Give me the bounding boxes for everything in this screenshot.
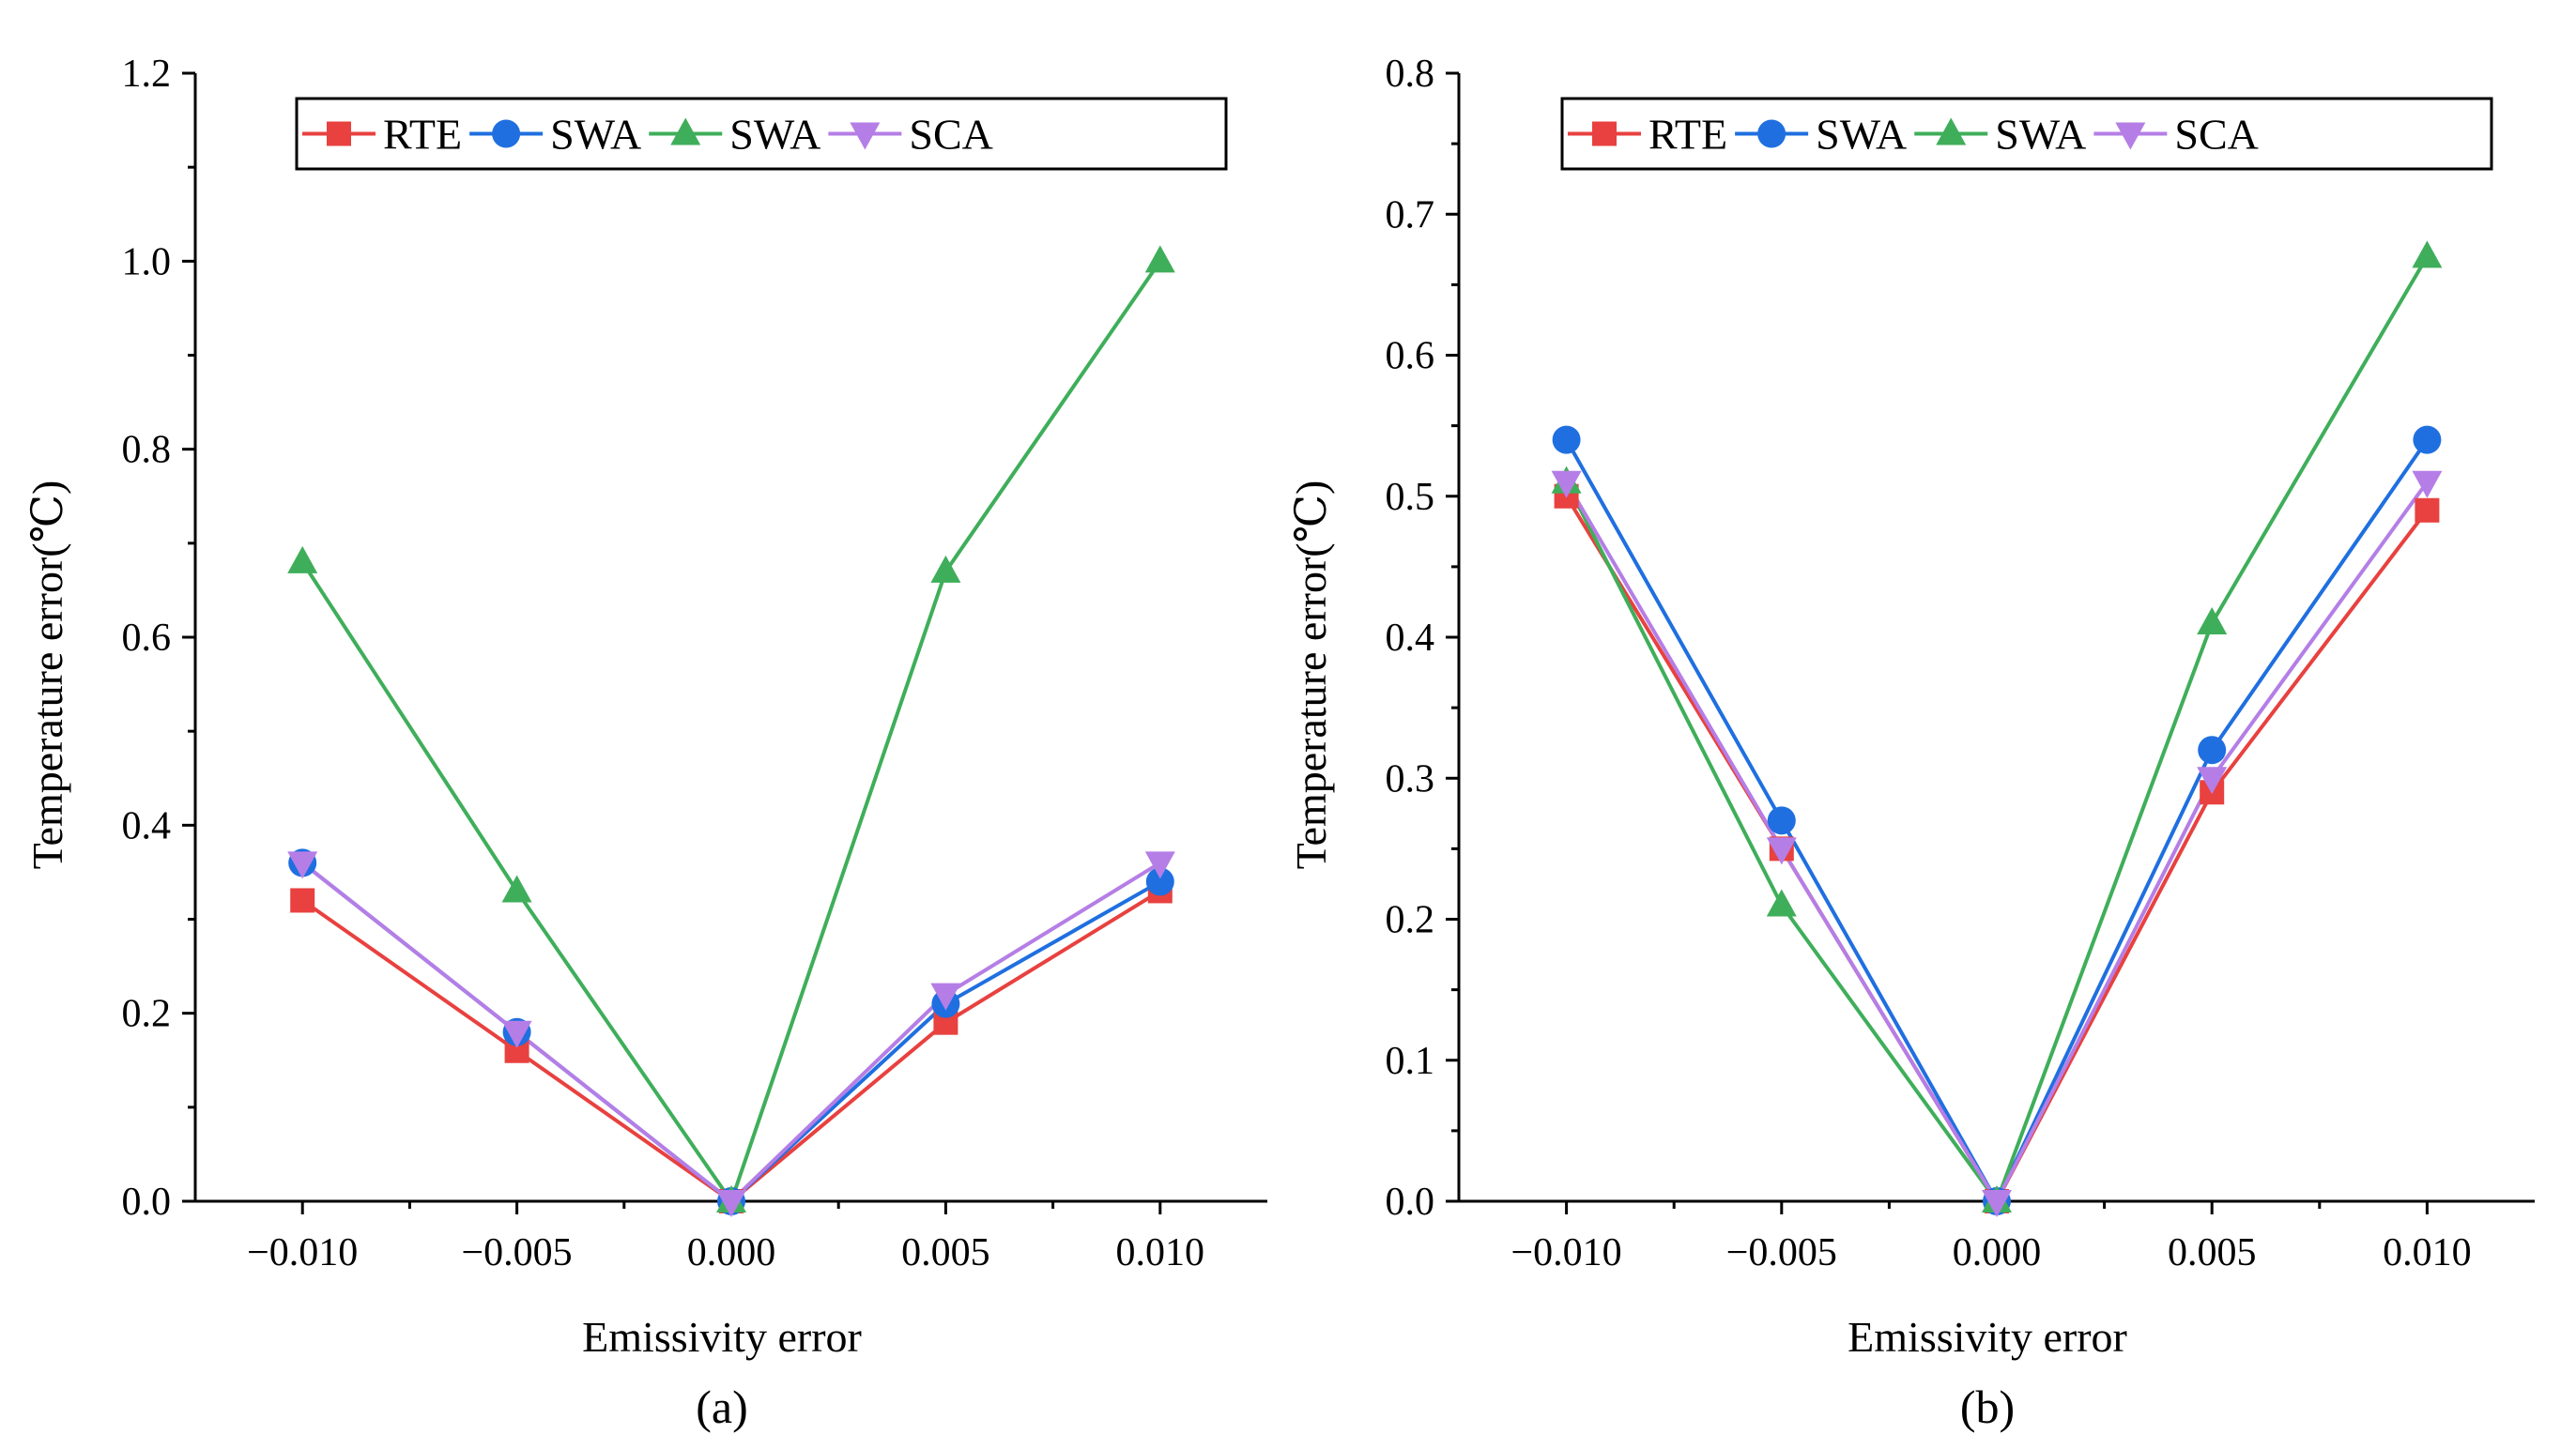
- data-point-series-1: [2415, 497, 2440, 523]
- data-point-series-3: [1144, 245, 1175, 273]
- legend-marker: [327, 121, 351, 146]
- x-tick-label: 0.010: [2383, 1231, 2472, 1274]
- y-axis-label: Temperature error(℃): [1287, 480, 1335, 870]
- legend: RTE SWA SWA SCA: [1560, 97, 2493, 171]
- data-point-series-4: [1144, 851, 1175, 879]
- legend-marker: [1592, 121, 1617, 146]
- data-point-series-3: [501, 875, 532, 903]
- legend-label-3: SWA: [729, 111, 820, 159]
- y-tick-label: 0.4: [1386, 617, 1435, 660]
- y-tick-label: 0.5: [1386, 476, 1435, 519]
- data-point-series-3: [1766, 889, 1797, 917]
- legend: RTE SWA SWA SCA: [295, 97, 1228, 171]
- data-point-series-3: [2197, 606, 2228, 634]
- y-tick-label: 0.8: [1386, 53, 1435, 96]
- legend-label-3: SWA: [1995, 111, 2086, 159]
- x-tick-label: 0.000: [1953, 1231, 2042, 1274]
- y-axis-label: Temperature error(℃): [23, 480, 71, 870]
- chart-panel-2: 0.0 0.1 0.2 0.3 0.4 0.5 0.6 0.7 0.8 −0.010 −0.005 0…: [1287, 53, 2535, 1433]
- data-point-series-3: [930, 555, 961, 583]
- data-point-series-1: [290, 888, 315, 913]
- data-point-series-4: [2412, 470, 2443, 498]
- y-tick-label: 0.2: [122, 993, 172, 1036]
- data-point-series-2: [1767, 806, 1796, 835]
- legend-marker: [1936, 117, 1967, 145]
- series-line-4: [1564, 480, 2430, 1206]
- x-tick-label: 0.005: [2168, 1231, 2257, 1274]
- data-point-series-4: [2197, 767, 2228, 795]
- data-point-series-2: [1145, 867, 1174, 896]
- data-point-series-4: [1766, 837, 1797, 865]
- series-line-1: [1564, 495, 2429, 1206]
- panel-label: (b): [1960, 1380, 2015, 1433]
- legend-label-1: RTE: [1648, 111, 1727, 159]
- legend-label-2: SWA: [1816, 111, 1907, 159]
- x-tick-label: 0.010: [1116, 1231, 1205, 1274]
- panel-label: (a): [696, 1380, 748, 1433]
- data-point-series-2: [2413, 425, 2442, 454]
- y-tick-label: 0.4: [122, 804, 172, 847]
- data-point-series-4: [1551, 470, 1582, 498]
- legend-marker: [670, 117, 701, 145]
- x-tick-label: −0.010: [247, 1231, 358, 1274]
- data-point-series-4: [501, 1020, 532, 1048]
- x-axis-label: Emissivity error: [1848, 1313, 2127, 1361]
- x-tick-label: 0.000: [687, 1231, 776, 1274]
- legend-label-4: SCA: [909, 111, 992, 159]
- legend-marker: [1757, 119, 1786, 148]
- legend-box: [1560, 97, 2493, 171]
- data-point-series-4: [716, 1190, 746, 1217]
- x-tick-label: 0.005: [901, 1231, 990, 1274]
- series-line-1: [301, 889, 1161, 1204]
- data-point-series-2: [2198, 736, 2227, 765]
- y-tick-label: 0.3: [1386, 757, 1435, 801]
- legend-label-1: RTE: [383, 111, 462, 159]
- data-point-series-2: [1552, 425, 1581, 454]
- y-tick-label: 0.8: [122, 429, 172, 472]
- y-tick-label: 0.0: [1386, 1181, 1435, 1224]
- x-tick-label: −0.010: [1511, 1231, 1622, 1274]
- data-point-series-4: [1982, 1190, 2012, 1217]
- legend-label-2: SWA: [550, 111, 641, 159]
- legend-label-4: SCA: [2174, 111, 2258, 159]
- y-tick-label: 0.6: [122, 617, 172, 660]
- data-point-series-3: [287, 545, 318, 573]
- y-tick-label: 0.1: [1386, 1040, 1435, 1083]
- data-point-series-4: [287, 851, 318, 879]
- series-line-3: [300, 260, 1162, 1206]
- y-tick-label: 0.7: [1386, 193, 1435, 236]
- series-line-4: [300, 861, 1161, 1204]
- series-line-3: [1564, 255, 2430, 1206]
- y-tick-label: 0.2: [1386, 899, 1435, 942]
- chart-panel-1: 0.0 0.2 0.4 0.6 0.8 1.0 1.2 −0.010 −0.005 0.000 0.…: [23, 53, 1267, 1433]
- x-tick-label: −0.005: [462, 1231, 573, 1274]
- y-tick-label: 0.6: [1386, 335, 1435, 378]
- data-point-series-4: [930, 983, 961, 1011]
- series-line-2: [1564, 438, 2430, 1206]
- y-tick-label: 0.0: [122, 1181, 172, 1224]
- legend-marker: [2115, 122, 2146, 150]
- legend-box: [295, 97, 1228, 171]
- legend-marker: [492, 119, 521, 148]
- y-tick-label: 1.2: [122, 53, 172, 96]
- data-point-series-3: [2412, 240, 2443, 268]
- x-tick-label: −0.005: [1726, 1231, 1837, 1274]
- y-tick-label: 1.0: [122, 240, 172, 283]
- legend-marker: [850, 122, 881, 150]
- series-line-2: [300, 861, 1161, 1204]
- x-axis-label: Emissivity error: [582, 1313, 862, 1361]
